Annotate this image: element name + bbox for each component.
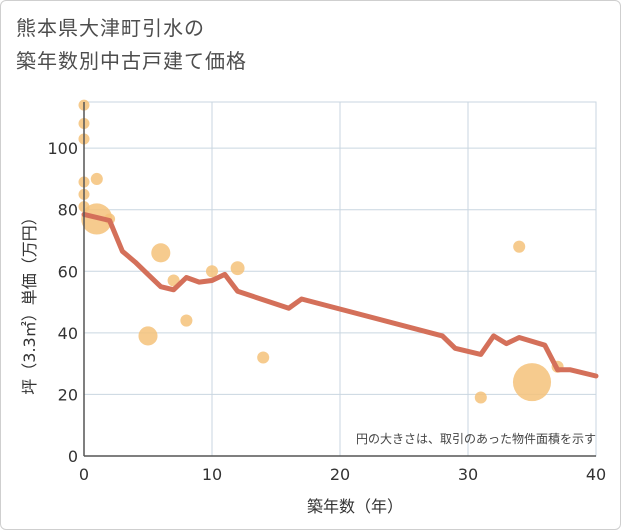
data-bubble: [474, 391, 487, 404]
chart-title-line-2: 築年数別中古戸建て価格: [16, 49, 247, 73]
data-bubble: [138, 326, 158, 346]
size-note: 円の大きさは、取引のあった物件面積を示す: [356, 431, 596, 446]
data-bubble: [180, 314, 193, 327]
y-tick-label: 40: [58, 324, 78, 343]
average-line: [81, 211, 599, 379]
y-tick-labels: 0 20 40 60 80 100: [47, 139, 78, 466]
chart-title: 熊本県大津町引水の 築年数別中古戸建て価格: [16, 12, 247, 78]
x-tick-label: 20: [330, 465, 350, 484]
grid-lines: [83, 101, 597, 457]
data-bubble: [257, 351, 270, 364]
y-tick-label: 100: [47, 139, 78, 158]
x-tick-label: 0: [79, 465, 89, 484]
y-tick-label: 0: [68, 447, 78, 466]
data-bubble: [513, 240, 526, 253]
x-tick-labels: 0 10 20 30 40: [79, 465, 606, 484]
x-axis-label: 築年数（年）: [307, 497, 403, 516]
y-tick-label: 80: [58, 201, 78, 220]
x-tick-label: 30: [458, 465, 478, 484]
x-tick-label: 40: [586, 465, 606, 484]
data-bubble: [205, 265, 219, 278]
axes: [83, 102, 596, 457]
x-tick-label: 10: [202, 465, 222, 484]
y-tick-label: 20: [58, 385, 78, 404]
data-bubble: [512, 363, 552, 402]
y-axis-label: 坪（3.3㎡）単価（万円）: [20, 209, 39, 394]
chart-title-line-1: 熊本県大津町引水の: [16, 16, 205, 40]
data-bubble: [90, 172, 103, 185]
y-tick-label: 60: [58, 262, 78, 281]
bubble-series: [78, 99, 564, 404]
average-line-series: [81, 211, 599, 379]
data-bubble: [230, 261, 245, 276]
data-bubble: [151, 243, 171, 263]
